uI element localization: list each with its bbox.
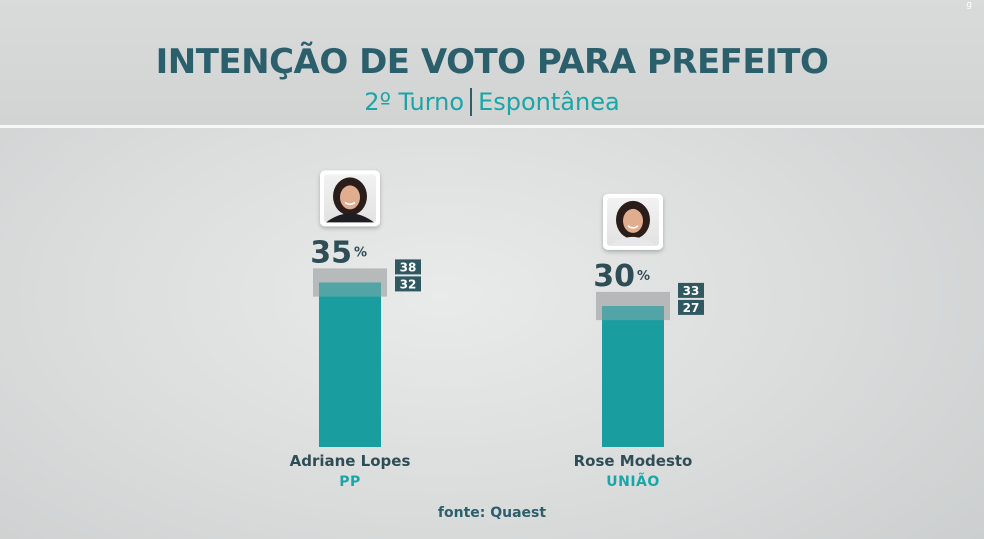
candidate-party: PP (339, 474, 361, 490)
upper-range-label: 33 (683, 284, 700, 298)
chart-title: INTENÇÃO DE VOTO PARA PREFEITO (155, 42, 829, 82)
header-divider (0, 125, 984, 128)
avatar-shoulders (326, 213, 374, 223)
avatar-face (623, 208, 643, 233)
bar (319, 282, 381, 447)
upper-range-box (678, 282, 704, 298)
avatar-smile (344, 201, 356, 206)
value-suffix: % (354, 245, 367, 260)
lower-range-label: 27 (683, 301, 700, 315)
chart-subtitle: 2º Turno Espontânea (0, 88, 984, 116)
subtitle-separator (470, 88, 473, 116)
value-label: 30 (593, 259, 635, 294)
candidate-party: UNIÃO (606, 474, 660, 490)
value-label: 35 (310, 235, 352, 270)
candidate-name: Adriane Lopes (289, 452, 411, 470)
avatar-smile (627, 225, 639, 229)
subtitle-round: 2º Turno (364, 88, 465, 116)
avatar-face (340, 185, 360, 210)
candidate-name: Rose Modesto (573, 452, 693, 470)
lower-range-box (678, 299, 704, 315)
candidate-label-1: Rose Modesto UNIÃO (533, 452, 733, 490)
source-note: fonte: Quaest (437, 505, 547, 521)
lower-range-box (395, 276, 421, 292)
value-suffix: % (637, 269, 650, 284)
subtitle-type: Espontânea (478, 88, 620, 116)
candidate-label-0: Adriane Lopes PP (250, 452, 450, 490)
bar-top-overlap (602, 306, 664, 321)
lower-range-label: 32 (400, 277, 417, 291)
corner-mark: g (966, 0, 972, 10)
bar (602, 306, 664, 447)
upper-range-label: 38 (400, 260, 417, 274)
avatar-shoulders (609, 236, 657, 246)
header-band (0, 0, 984, 127)
bar-top-overlap (319, 282, 381, 297)
upper-range-box (395, 259, 421, 275)
